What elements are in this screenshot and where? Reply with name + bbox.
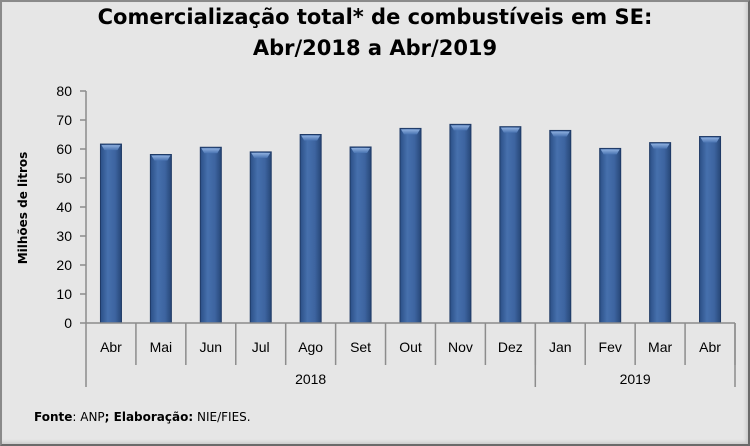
y-tick-label: 0 — [64, 315, 72, 331]
x-tick-label: Ago — [298, 339, 323, 355]
chart-title-line-2: Abr/2018 a Abr/2019 — [253, 36, 497, 60]
y-axis-label: Milhões de litros — [16, 152, 30, 265]
bar-bevel — [700, 137, 720, 143]
source-elaboracao-value: NIE/FIES. — [193, 410, 251, 424]
x-tick-label: Dez — [498, 339, 523, 355]
source-elaboracao-label: Elaboração: — [109, 410, 194, 424]
y-tick-label: 30 — [56, 228, 72, 244]
x-group-label: 2019 — [620, 371, 651, 387]
x-tick-label: Set — [350, 339, 371, 355]
y-axis: 0 10 20 30 40 50 60 70 80 — [56, 83, 87, 387]
x-axis: Abr Mai Jun Jul Ago Set Out Nov Dez Jan Fev Mar Abr 2… — [86, 322, 736, 387]
y-tick-label: 10 — [56, 286, 72, 302]
bar-bevel — [600, 149, 620, 155]
bar — [349, 146, 372, 324]
bar — [449, 123, 472, 324]
source-fonte-label: Fonte — [34, 410, 73, 424]
x-tick-label: Abr — [699, 339, 721, 355]
y-tick-label: 80 — [56, 83, 72, 99]
bar — [99, 143, 122, 324]
x-tick-label: Mar — [648, 339, 672, 355]
bar — [599, 147, 622, 324]
bar — [149, 154, 172, 324]
bar-bevel — [251, 152, 271, 158]
x-tick-label: Jun — [200, 339, 223, 355]
bars — [99, 123, 722, 324]
bar-bevel — [550, 131, 570, 137]
source-fonte-value: : ANP — [72, 410, 105, 424]
bar-bevel — [101, 145, 121, 151]
x-tick-label: Mai — [150, 339, 173, 355]
bar-bevel — [500, 127, 520, 133]
bar — [549, 129, 572, 324]
y-tick-label: 60 — [56, 141, 72, 157]
bar-bevel — [650, 143, 670, 149]
bar-bevel — [201, 148, 221, 154]
bar — [649, 142, 672, 324]
y-tick-label: 40 — [56, 199, 72, 215]
x-tick-label: Jul — [252, 339, 270, 355]
bar — [399, 127, 422, 324]
x-tick-label: Out — [399, 339, 422, 355]
bar-bevel — [301, 135, 321, 141]
bar — [199, 146, 222, 324]
bar-bevel — [450, 125, 470, 131]
bar — [499, 126, 522, 324]
x-tick-label: Nov — [448, 339, 473, 355]
y-tick-label: 20 — [56, 257, 72, 273]
x-group-label: 2018 — [295, 371, 326, 387]
y-tick-label: 70 — [56, 112, 72, 128]
bar — [249, 151, 272, 324]
x-tick-label: Jan — [549, 339, 572, 355]
bar-bevel — [351, 147, 371, 153]
source-note: Fonte: ANP; Elaboração: NIE/FIES. — [34, 410, 251, 424]
bar-bevel — [401, 129, 420, 135]
chart-title-line-1: Comercialização total* de combustíveis e… — [98, 5, 653, 29]
bar — [299, 134, 322, 324]
y-tick-label: 50 — [56, 170, 72, 186]
source-separator: ; — [104, 410, 110, 424]
x-tick-label: Fev — [599, 339, 622, 355]
bar — [699, 136, 722, 324]
bar-bevel — [151, 155, 171, 161]
x-tick-label: Abr — [100, 339, 122, 355]
